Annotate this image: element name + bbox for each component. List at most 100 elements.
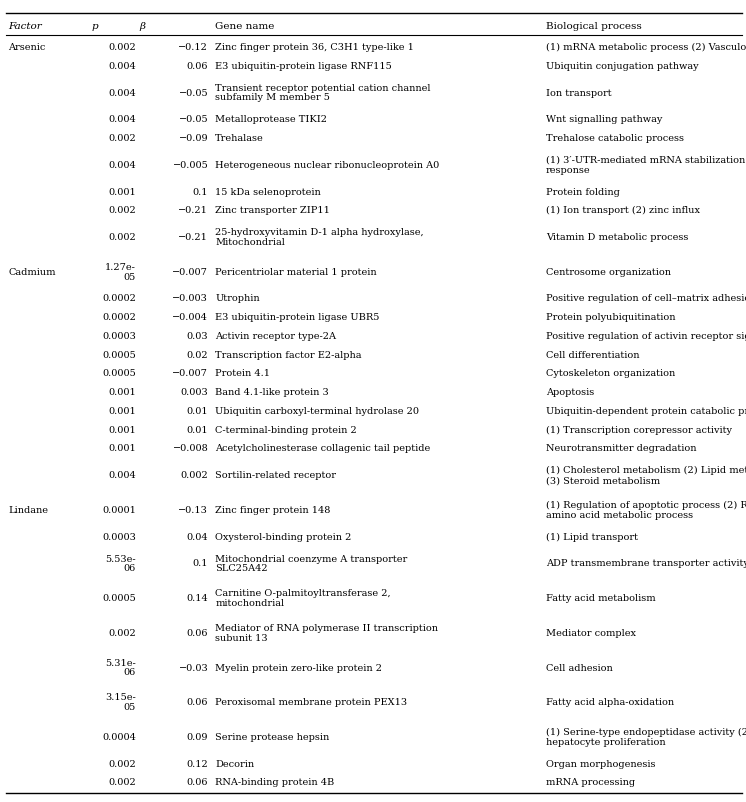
Text: Biological process: Biological process <box>546 22 642 30</box>
Text: Mediator complex: Mediator complex <box>546 628 636 637</box>
Text: 0.002: 0.002 <box>108 759 136 768</box>
Text: Metalloprotease TIKI2: Metalloprotease TIKI2 <box>216 115 327 124</box>
Text: mitochondrial: mitochondrial <box>216 598 284 607</box>
Text: Gene name: Gene name <box>216 22 275 30</box>
Text: mRNA processing: mRNA processing <box>546 777 635 787</box>
Text: Transcription factor E2-alpha: Transcription factor E2-alpha <box>216 350 362 359</box>
Text: 0.09: 0.09 <box>186 732 208 741</box>
Text: (1) Serine-type endopeptidase activity (2) Positive regulation of: (1) Serine-type endopeptidase activity (… <box>546 727 746 736</box>
Text: 0.1: 0.1 <box>192 188 208 196</box>
Text: Decorin: Decorin <box>216 759 254 768</box>
Text: 0.004: 0.004 <box>108 62 136 71</box>
Text: Ubiquitin-dependent protein catabolic process: Ubiquitin-dependent protein catabolic pr… <box>546 407 746 415</box>
Text: 0.02: 0.02 <box>186 350 208 359</box>
Text: (1) Transcription corepressor activity: (1) Transcription corepressor activity <box>546 425 732 434</box>
Text: 1.27e-: 1.27e- <box>105 262 136 272</box>
Text: 0.002: 0.002 <box>181 471 208 480</box>
Text: Fatty acid alpha-oxidation: Fatty acid alpha-oxidation <box>546 698 674 707</box>
Text: 0.0005: 0.0005 <box>102 593 136 602</box>
Text: 05: 05 <box>124 703 136 711</box>
Text: Fatty acid metabolism: Fatty acid metabolism <box>546 593 656 602</box>
Text: 0.001: 0.001 <box>108 387 136 397</box>
Text: 0.06: 0.06 <box>186 62 208 71</box>
Text: Arsenic: Arsenic <box>8 43 46 52</box>
Text: 0.002: 0.002 <box>108 134 136 143</box>
Text: 3.15e-: 3.15e- <box>105 693 136 702</box>
Text: Wnt signalling pathway: Wnt signalling pathway <box>546 115 662 124</box>
Text: Positive regulation of activin receptor signaling pathway: Positive regulation of activin receptor … <box>546 331 746 341</box>
Text: C-terminal-binding protein 2: C-terminal-binding protein 2 <box>216 425 357 434</box>
Text: Zinc finger protein 36, C3H1 type-like 1: Zinc finger protein 36, C3H1 type-like 1 <box>216 43 414 52</box>
Text: 0.04: 0.04 <box>186 532 208 541</box>
Text: hepatocyte proliferation: hepatocyte proliferation <box>546 737 665 746</box>
Text: 5.31e-: 5.31e- <box>105 658 136 666</box>
Text: Trehalase: Trehalase <box>216 134 264 143</box>
Text: Sortilin-related receptor: Sortilin-related receptor <box>216 471 336 480</box>
Text: response: response <box>546 165 590 174</box>
Text: −0.007: −0.007 <box>172 267 208 277</box>
Text: 06: 06 <box>124 564 136 573</box>
Text: 0.0003: 0.0003 <box>102 331 136 341</box>
Text: (1) 3′-UTR-mediated mRNA stabilization (2) inflammatory: (1) 3′-UTR-mediated mRNA stabilization (… <box>546 156 746 164</box>
Text: Centrosome organization: Centrosome organization <box>546 267 671 277</box>
Text: 0.14: 0.14 <box>186 593 208 602</box>
Text: 0.002: 0.002 <box>108 628 136 637</box>
Text: 0.001: 0.001 <box>108 407 136 415</box>
Text: Ion transport: Ion transport <box>546 88 612 97</box>
Text: 0.0002: 0.0002 <box>102 313 136 322</box>
Text: −0.007: −0.007 <box>172 369 208 378</box>
Text: 5.53e-: 5.53e- <box>105 554 136 563</box>
Text: −0.05: −0.05 <box>179 115 208 124</box>
Text: Positive regulation of cell–matrix adhesion: Positive regulation of cell–matrix adhes… <box>546 294 746 303</box>
Text: 0.002: 0.002 <box>108 233 136 241</box>
Text: 0.01: 0.01 <box>186 425 208 434</box>
Text: −0.21: −0.21 <box>178 206 208 215</box>
Text: Ubiquitin conjugation pathway: Ubiquitin conjugation pathway <box>546 62 698 71</box>
Text: Heterogeneous nuclear ribonucleoprotein A0: Heterogeneous nuclear ribonucleoprotein … <box>216 160 439 169</box>
Text: Apoptosis: Apoptosis <box>546 387 594 397</box>
Text: subfamily M member 5: subfamily M member 5 <box>216 93 330 103</box>
Text: subunit 13: subunit 13 <box>216 633 268 642</box>
Text: Serine protease hepsin: Serine protease hepsin <box>216 732 330 741</box>
Text: (1) Lipid transport: (1) Lipid transport <box>546 532 638 541</box>
Text: 0.004: 0.004 <box>108 115 136 124</box>
Text: Zinc finger protein 148: Zinc finger protein 148 <box>216 505 330 514</box>
Text: 0.0005: 0.0005 <box>102 350 136 359</box>
Text: 0.002: 0.002 <box>108 777 136 787</box>
Text: p: p <box>92 22 98 30</box>
Text: 0.0005: 0.0005 <box>102 369 136 378</box>
Text: −0.05: −0.05 <box>179 88 208 97</box>
Text: Organ morphogenesis: Organ morphogenesis <box>546 759 655 768</box>
Text: (1) Regulation of apoptotic process (2) Regulation of cellular: (1) Regulation of apoptotic process (2) … <box>546 500 746 509</box>
Text: Carnitine O-palmitoyltransferase 2,: Carnitine O-palmitoyltransferase 2, <box>216 589 391 597</box>
Text: Protein folding: Protein folding <box>546 188 620 196</box>
Text: 0.06: 0.06 <box>186 777 208 787</box>
Text: 15 kDa selenoprotein: 15 kDa selenoprotein <box>216 188 321 196</box>
Text: 0.03: 0.03 <box>186 331 208 341</box>
Text: −0.03: −0.03 <box>178 662 208 672</box>
Text: 0.001: 0.001 <box>108 444 136 453</box>
Text: ADP transmembrane transporter activity: ADP transmembrane transporter activity <box>546 559 746 568</box>
Text: Activin receptor type-2A: Activin receptor type-2A <box>216 331 336 341</box>
Text: Protein polyubiquitination: Protein polyubiquitination <box>546 313 675 322</box>
Text: Factor: Factor <box>8 22 42 30</box>
Text: 0.0004: 0.0004 <box>102 732 136 741</box>
Text: −0.21: −0.21 <box>178 233 208 241</box>
Text: Oxysterol-binding protein 2: Oxysterol-binding protein 2 <box>216 532 351 541</box>
Text: 0.002: 0.002 <box>108 206 136 215</box>
Text: 0.01: 0.01 <box>186 407 208 415</box>
Text: −0.12: −0.12 <box>178 43 208 52</box>
Text: (1) Ion transport (2) zinc influx: (1) Ion transport (2) zinc influx <box>546 206 700 215</box>
Text: 0.1: 0.1 <box>192 559 208 568</box>
Text: 05: 05 <box>124 272 136 282</box>
Text: E3 ubiquitin-protein ligase UBR5: E3 ubiquitin-protein ligase UBR5 <box>216 313 380 322</box>
Text: E3 ubiquitin-protein ligase RNF115: E3 ubiquitin-protein ligase RNF115 <box>216 62 392 71</box>
Text: 0.004: 0.004 <box>108 88 136 97</box>
Text: 0.06: 0.06 <box>186 698 208 707</box>
Text: −0.13: −0.13 <box>178 505 208 514</box>
Text: Band 4.1-like protein 3: Band 4.1-like protein 3 <box>216 387 329 397</box>
Text: 0.004: 0.004 <box>108 160 136 169</box>
Text: −0.005: −0.005 <box>172 160 208 169</box>
Text: 0.06: 0.06 <box>186 628 208 637</box>
Text: (1) Cholesterol metabolism (2) Lipid metabolism and transport: (1) Cholesterol metabolism (2) Lipid met… <box>546 466 746 475</box>
